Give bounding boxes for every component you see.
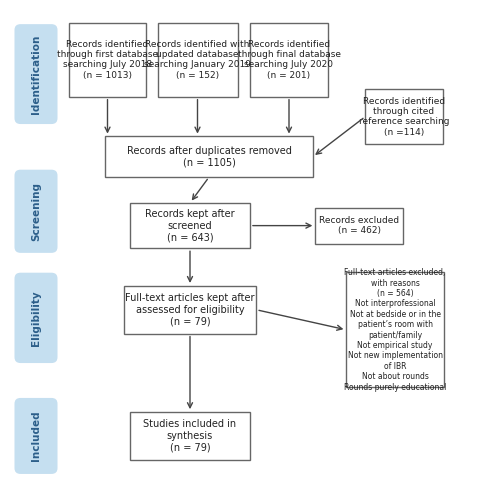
FancyBboxPatch shape — [130, 412, 250, 460]
FancyBboxPatch shape — [105, 137, 313, 177]
Text: Records identified
through cited
reference searching
(n =114): Records identified through cited referen… — [359, 97, 449, 137]
Text: Records identified
through first database
searching July 2018
(n = 1013): Records identified through first databas… — [57, 40, 158, 80]
Text: Included: Included — [31, 411, 41, 461]
FancyBboxPatch shape — [14, 24, 58, 124]
FancyBboxPatch shape — [346, 272, 444, 387]
FancyBboxPatch shape — [250, 23, 328, 97]
FancyBboxPatch shape — [365, 89, 443, 144]
Text: Records kept after
screened
(n = 643): Records kept after screened (n = 643) — [145, 209, 235, 242]
Text: Records excluded
(n = 462): Records excluded (n = 462) — [319, 216, 399, 235]
Text: Records identified with
updated database
searching January 2019
(n = 152): Records identified with updated database… — [144, 40, 251, 80]
FancyBboxPatch shape — [69, 23, 146, 97]
Text: Screening: Screening — [31, 182, 41, 241]
Text: Records after duplicates removed
(n = 1105): Records after duplicates removed (n = 11… — [126, 146, 292, 168]
Text: Full-text articles excluded,
with reasons
(n = 564)
Not interprofessional
Not at: Full-text articles excluded, with reason… — [344, 268, 446, 391]
Text: Studies included in
synthesis
(n = 79): Studies included in synthesis (n = 79) — [144, 419, 236, 453]
FancyBboxPatch shape — [158, 23, 238, 97]
FancyBboxPatch shape — [316, 207, 402, 243]
Text: Eligibility: Eligibility — [31, 290, 41, 346]
FancyBboxPatch shape — [130, 203, 250, 249]
FancyBboxPatch shape — [14, 272, 58, 363]
Text: Identification: Identification — [31, 34, 41, 114]
FancyBboxPatch shape — [124, 286, 256, 334]
Text: Full-text articles kept after
assessed for eligibility
(n = 79): Full-text articles kept after assessed f… — [125, 293, 255, 326]
Text: Records identified
through final database
searching July 2020
(n = 201): Records identified through final databas… — [238, 40, 341, 80]
FancyBboxPatch shape — [14, 398, 58, 474]
FancyBboxPatch shape — [14, 170, 58, 253]
